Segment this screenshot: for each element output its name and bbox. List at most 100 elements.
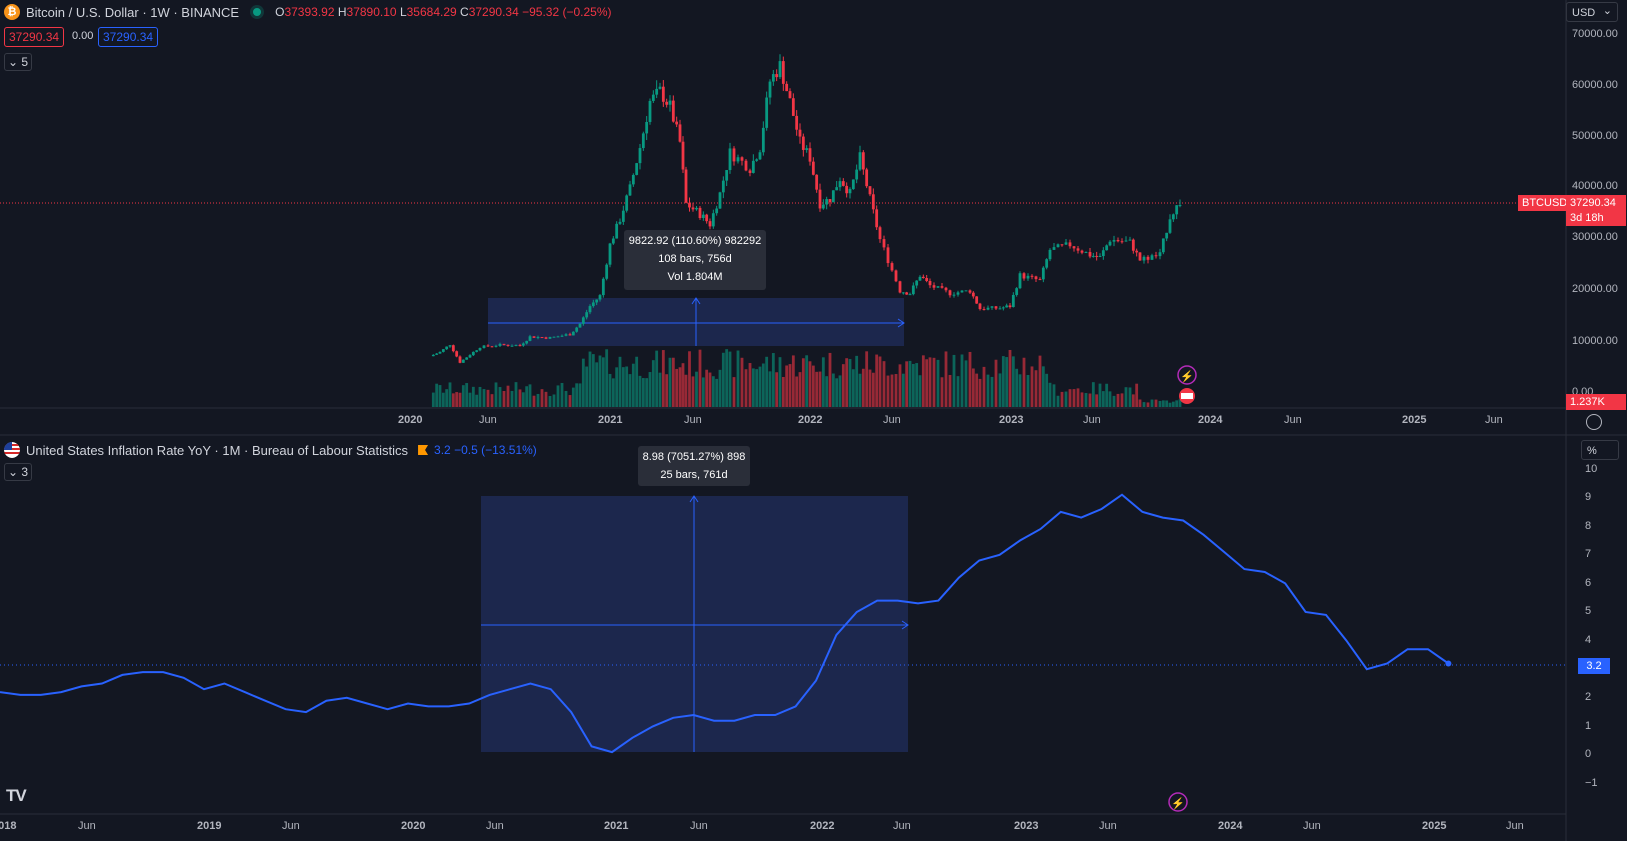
volume-bar — [755, 369, 759, 407]
candle-body — [795, 115, 799, 130]
candle-body — [1108, 241, 1112, 246]
flag-marker-icon[interactable] — [418, 445, 429, 455]
candle-body — [718, 192, 722, 209]
candle-body — [556, 336, 560, 338]
volume-bar — [695, 371, 698, 407]
candle-body — [868, 186, 872, 195]
volume-bar — [556, 385, 560, 407]
volume-bar — [858, 373, 862, 407]
candle-body — [728, 148, 732, 171]
candle-body — [461, 359, 465, 363]
unit-select[interactable]: % — [1581, 440, 1619, 460]
time-tick: 2025 — [1422, 820, 1447, 832]
sell-price-button[interactable]: 37290.34 — [4, 27, 65, 47]
candle-body — [1060, 244, 1064, 246]
volume-bar — [678, 367, 682, 407]
candle-body — [978, 303, 982, 310]
candle-body — [715, 208, 719, 214]
volume-bar — [1008, 349, 1012, 407]
candle-body — [1178, 205, 1182, 207]
volume-bar — [585, 366, 589, 407]
volume-bar — [982, 366, 986, 407]
time-tick: Jun — [486, 820, 504, 832]
volume-bar — [861, 368, 865, 407]
volume-bar — [728, 351, 732, 407]
candle-body — [510, 345, 514, 347]
candle-body — [532, 336, 536, 338]
volume-bar — [1068, 389, 1072, 407]
candle-body — [791, 98, 795, 116]
candle-body — [848, 189, 852, 194]
candle-body — [1168, 219, 1172, 233]
candle-body — [1150, 255, 1154, 260]
volume-bar — [608, 373, 612, 407]
volume-tag: 1.237K — [1566, 394, 1626, 410]
symbol-title[interactable]: Bitcoin / U.S. Dollar · 1W · BINANCE — [26, 4, 240, 20]
volume-bar — [618, 356, 622, 407]
volume-bar — [552, 394, 556, 407]
volume-bar — [948, 374, 952, 407]
volume-bar — [455, 392, 459, 407]
volume-bar — [1105, 383, 1109, 407]
volume-bar — [1124, 387, 1128, 407]
volume-bar — [518, 389, 522, 407]
candle-body — [908, 294, 912, 296]
volume-bar — [990, 376, 994, 407]
candle-body — [725, 170, 729, 181]
settings-gear-icon[interactable] — [1586, 414, 1602, 430]
volume-bar — [578, 383, 582, 407]
candle-body — [635, 163, 639, 175]
volume-bar — [886, 375, 890, 407]
candle-body — [618, 221, 622, 224]
candle-body — [1052, 247, 1056, 250]
top-measure-arrow-right — [897, 318, 905, 328]
candle-body — [564, 334, 568, 336]
candle-body — [1005, 305, 1009, 308]
candle-body — [521, 343, 525, 346]
volume-bar — [1135, 383, 1139, 407]
bar-countdown: 3d 18h — [1566, 210, 1626, 226]
volume-bar — [665, 374, 669, 407]
candle-body — [736, 157, 740, 162]
inflation-title[interactable]: United States Inflation Rate YoY · 1M · … — [26, 442, 409, 458]
candle-body — [591, 302, 595, 307]
candle-body — [1124, 240, 1128, 242]
volume-bar — [775, 372, 779, 407]
candle-body — [1048, 249, 1052, 260]
candle-body — [982, 309, 986, 311]
candle-body — [651, 94, 655, 101]
buy-price-button[interactable]: 37290.34 — [98, 27, 159, 47]
candle-body — [465, 357, 469, 360]
candle-body — [905, 292, 909, 295]
volume-bar — [598, 355, 602, 407]
value-tick: 1 — [1585, 720, 1592, 732]
candle-body — [768, 81, 772, 98]
time-tick: Jun — [1284, 414, 1302, 426]
candle-body — [641, 133, 645, 149]
time-tick: 2021 — [604, 820, 629, 832]
indicators-toggle-bottom[interactable]: ⌄ 3 — [4, 463, 32, 481]
candles-group — [431, 54, 1182, 364]
volume-bar — [438, 385, 442, 407]
volume-bar — [791, 355, 795, 407]
volume-bar — [641, 378, 645, 407]
candle-body — [701, 214, 705, 219]
candle-body — [994, 306, 998, 309]
volume-bar — [525, 386, 529, 407]
candle-body — [571, 331, 575, 336]
candle-body — [915, 280, 919, 286]
tradingview-logo[interactable]: TV — [6, 786, 27, 805]
candle-body — [744, 160, 748, 171]
indicators-toggle[interactable]: ⌄ 5 — [4, 53, 32, 71]
candle-body — [1045, 259, 1049, 268]
volume-bar — [575, 383, 579, 407]
candle-body — [1142, 256, 1146, 261]
bottom-measure-arrow-right — [901, 620, 909, 630]
volume-bar — [638, 375, 642, 407]
candle-body — [540, 337, 544, 339]
time-tick: 2024 — [1198, 414, 1223, 426]
candle-body — [691, 207, 695, 210]
price-tick: 70000.00 — [1572, 28, 1618, 40]
candle-body — [861, 152, 865, 170]
